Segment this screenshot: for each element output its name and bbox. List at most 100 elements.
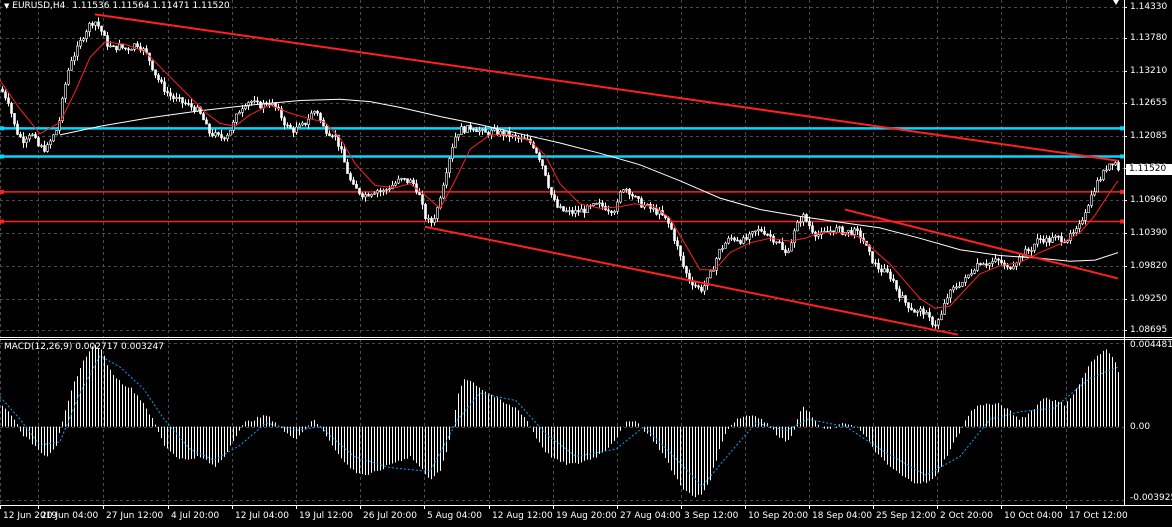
candle-body <box>499 130 502 135</box>
candle-body <box>16 123 19 135</box>
candle-body <box>877 262 880 270</box>
candle-body <box>430 217 433 223</box>
candle-body <box>640 198 643 208</box>
candle-body <box>76 45 79 57</box>
candle-body <box>181 97 184 104</box>
ohlc-values: 1.11536 1.11564 1.11471 1.11520 <box>72 1 230 11</box>
candle-body <box>454 136 457 148</box>
candle-body <box>778 241 781 244</box>
level-handle-right <box>1120 154 1124 159</box>
level-handle-left <box>0 154 4 159</box>
price-axis-label: 1.10390 <box>1130 228 1168 238</box>
candle-body <box>331 135 334 138</box>
candle-body <box>397 178 400 184</box>
trendline <box>94 13 1119 162</box>
candle-body <box>280 108 283 119</box>
candle-body <box>970 273 973 276</box>
macd-indicator <box>0 344 1119 498</box>
candle-body <box>610 210 613 214</box>
candle-body <box>1072 232 1075 235</box>
candle-body <box>733 237 736 241</box>
candle-body <box>694 284 697 287</box>
candle-body <box>904 295 907 303</box>
macd-header: MACD(12,26,9) 0.002717 0.003247 <box>4 342 164 352</box>
candle-body <box>541 159 544 166</box>
candle-body <box>52 134 55 142</box>
price-axis-label: 1.10960 <box>1130 195 1168 205</box>
candle-body <box>1105 169 1108 172</box>
price-axis-label: 1.13780 <box>1130 33 1168 43</box>
candle-body <box>205 119 208 125</box>
level-handle-right <box>1120 219 1124 224</box>
candle-body <box>880 268 883 273</box>
candle-body <box>1090 194 1093 206</box>
candle-body <box>1102 170 1105 180</box>
candle-body <box>592 203 595 206</box>
price-axis-label: 1.08695 <box>1130 325 1168 335</box>
price-axis-label: 1.14330 <box>1130 2 1168 12</box>
candle-body <box>775 241 778 244</box>
candle-body <box>442 184 445 199</box>
candle-body <box>166 91 169 94</box>
candle-body <box>478 130 481 133</box>
candle-body <box>70 60 73 71</box>
candle-body <box>580 208 583 213</box>
candle-body <box>943 303 946 315</box>
candle-body <box>289 124 292 129</box>
candle-body <box>1030 250 1033 252</box>
candle-body <box>1000 259 1003 264</box>
candle-body <box>712 269 715 272</box>
candle-body <box>1009 266 1012 270</box>
candle-body <box>874 262 877 265</box>
candle-body <box>463 126 466 133</box>
time-axis-label: 5 Aug 04:00 <box>427 511 482 521</box>
candle-body <box>451 146 454 159</box>
candle-body <box>316 110 319 114</box>
candle-body <box>328 133 331 137</box>
candle-body <box>535 147 538 154</box>
candle-body <box>1051 237 1054 243</box>
candle-body <box>172 95 175 99</box>
candle-body <box>979 263 982 266</box>
candle-body <box>556 199 559 208</box>
candle-body <box>358 188 361 194</box>
candle-body <box>187 103 190 105</box>
candle-body <box>652 207 655 210</box>
candle-body <box>241 108 244 113</box>
candle-body <box>193 106 196 112</box>
time-axis-label: 10 Oct 04:00 <box>1004 511 1063 521</box>
candle-body <box>367 194 370 197</box>
candle-body <box>925 312 928 315</box>
time-axis-label: 17 Oct 12:00 <box>1069 511 1128 521</box>
candle-body <box>334 134 337 137</box>
candle-body <box>67 69 70 85</box>
trendlines[interactable] <box>94 13 1119 336</box>
candle-body <box>922 308 925 315</box>
candle-body <box>565 210 568 213</box>
candle-body <box>388 188 391 191</box>
candle-body <box>427 217 430 220</box>
candle-body <box>1066 240 1069 243</box>
candle-body <box>31 134 34 136</box>
macd-axis-label: 0.00 <box>1130 422 1151 432</box>
candle-body <box>337 134 340 147</box>
candle-body <box>946 297 949 304</box>
candle-body <box>634 195 637 198</box>
time-axis-label: 12 Jul 04:00 <box>235 511 289 521</box>
candle-body <box>394 182 397 186</box>
time-axis-label: 2 Oct 20:00 <box>940 511 993 521</box>
candle-body <box>985 263 988 266</box>
candle-body <box>7 97 10 104</box>
candle-body <box>382 190 385 192</box>
fast-moving-average-line <box>0 41 1119 309</box>
candle-body <box>223 137 226 140</box>
candle-body <box>667 217 670 224</box>
candle-body <box>322 119 325 127</box>
horizontal-levels[interactable] <box>0 126 1124 224</box>
candle-body <box>1114 162 1117 166</box>
candle-body <box>109 45 112 48</box>
candle-body <box>781 242 784 251</box>
candle-body <box>973 269 976 274</box>
triangle-down-icon[interactable]: ▼ <box>4 2 10 10</box>
